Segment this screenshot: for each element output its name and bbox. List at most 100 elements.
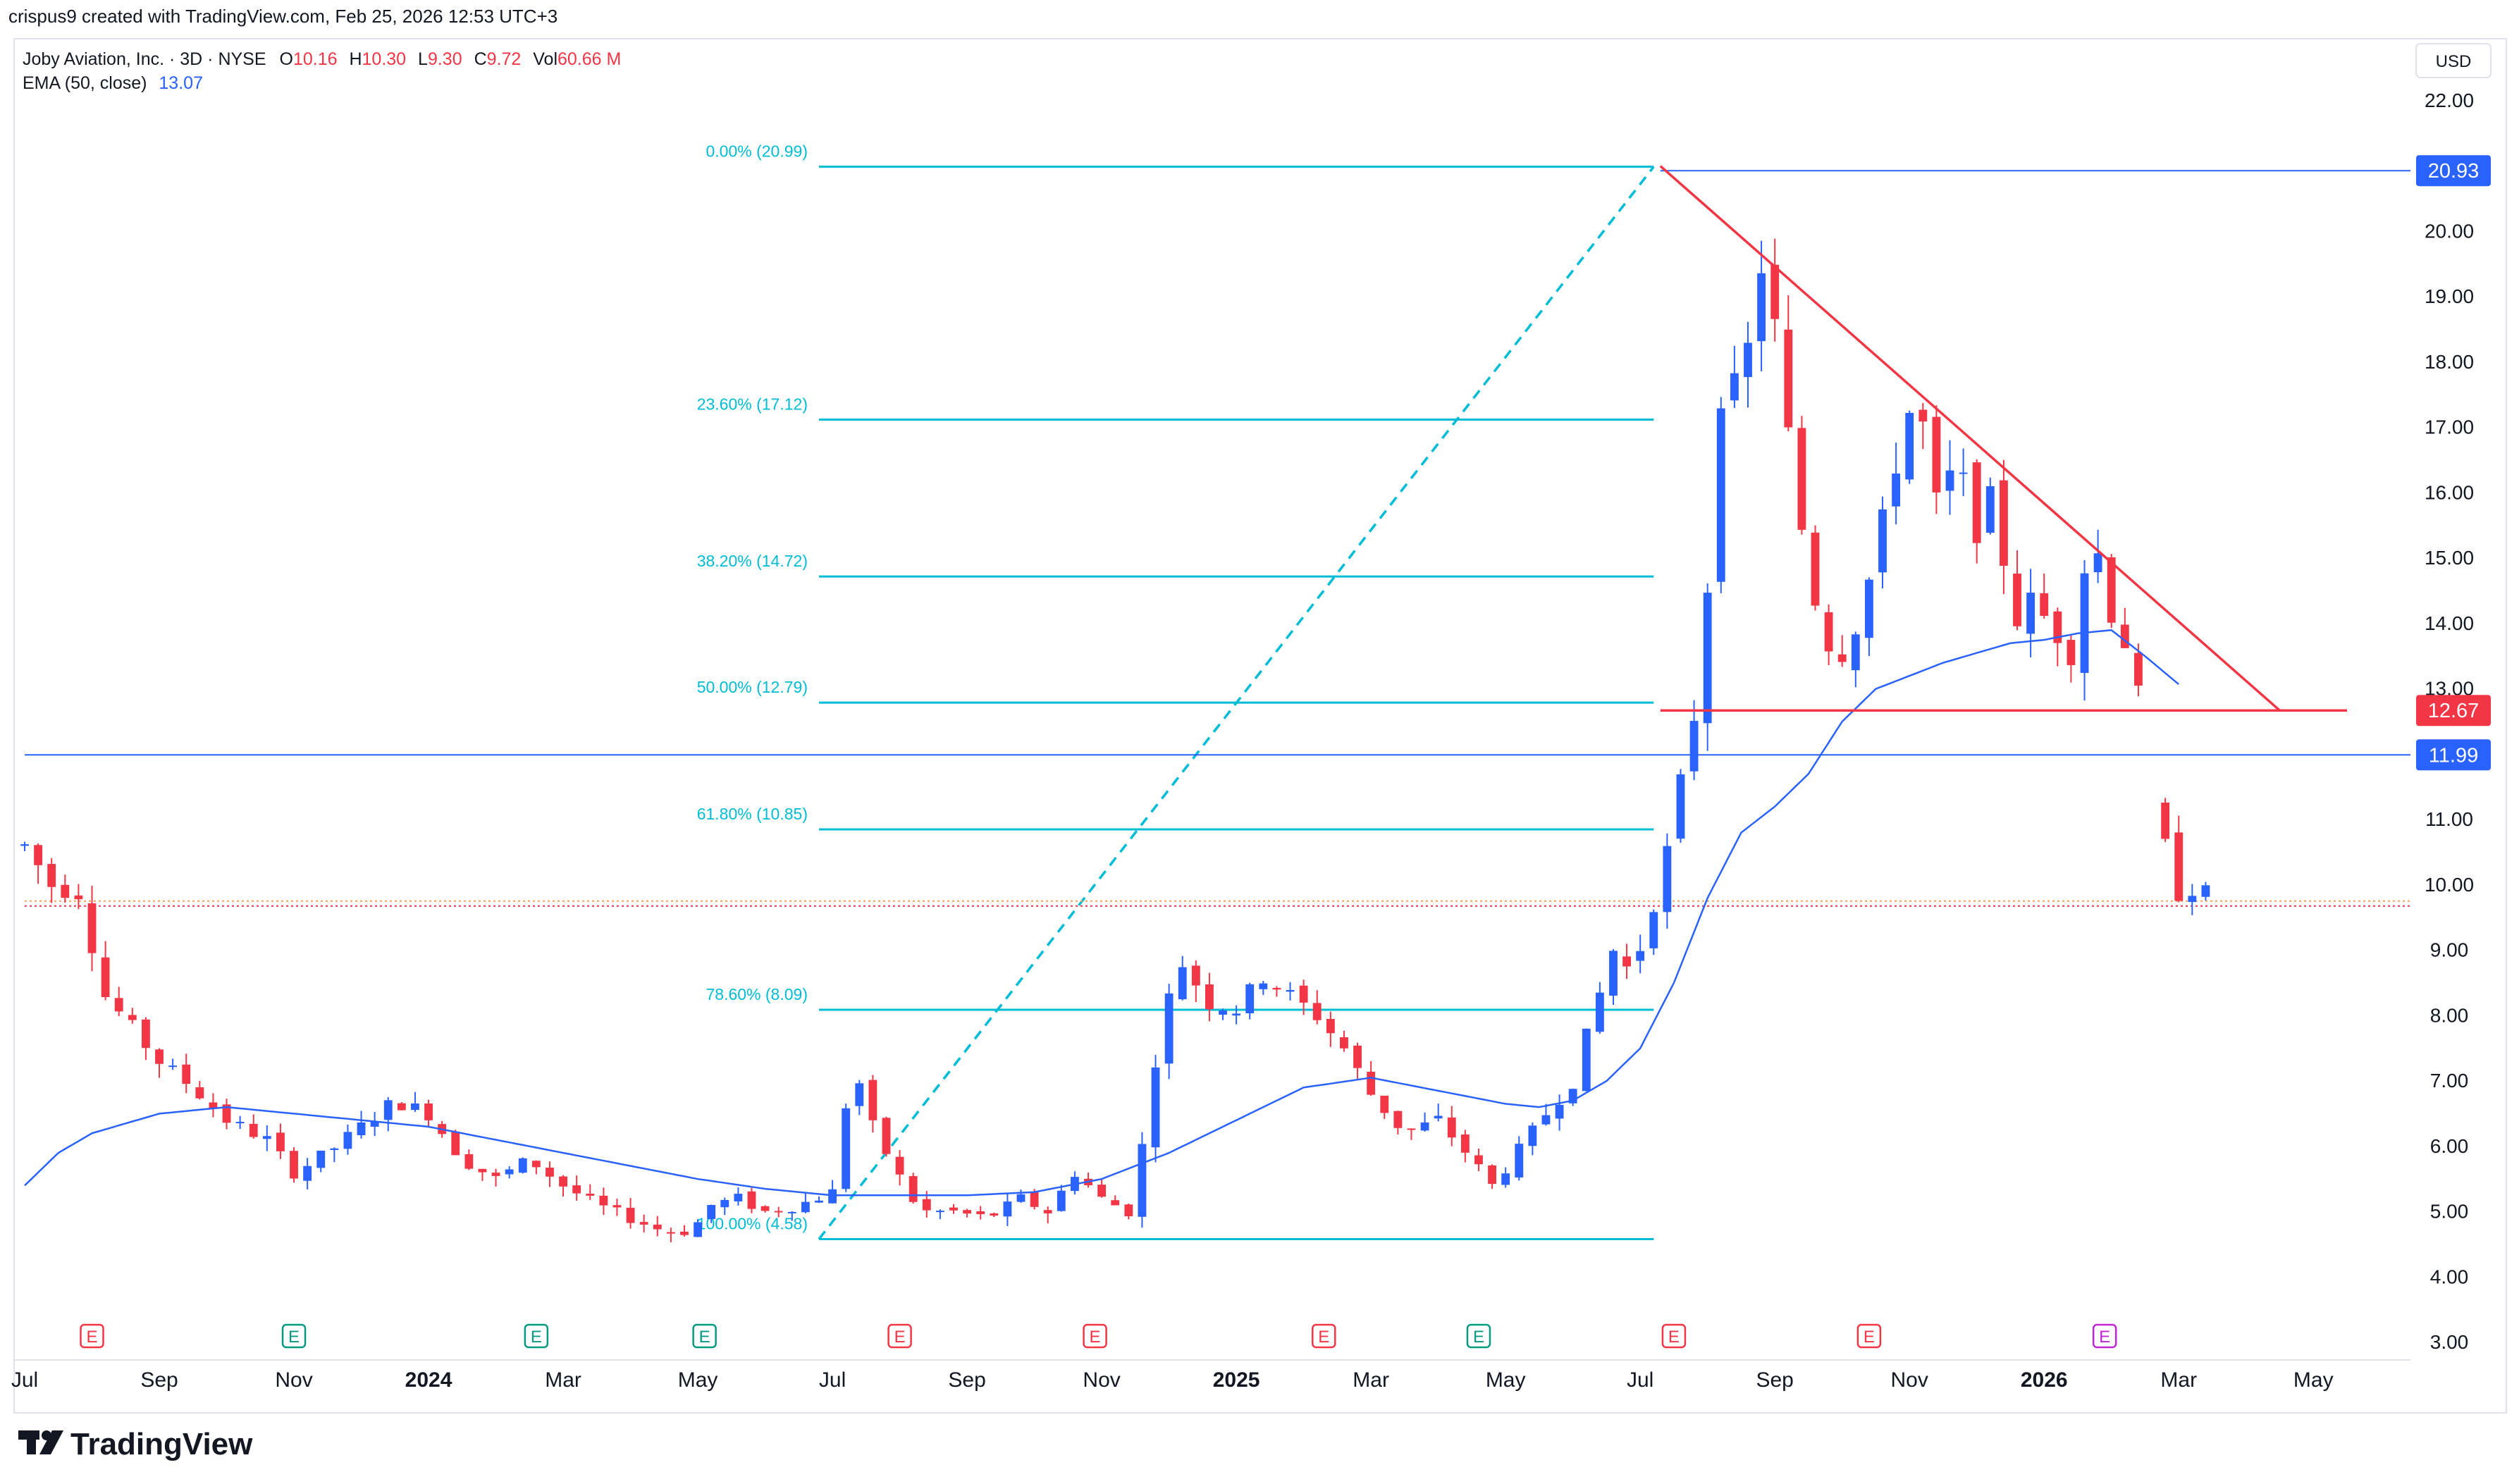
fibonacci-retracement[interactable]: 0.00% (20.99) 23.60% (17.12) 38.20% (14.72… bbox=[697, 142, 1655, 1240]
candle-body bbox=[935, 1211, 944, 1213]
fib-level-label: 23.60% (17.12) bbox=[697, 395, 808, 414]
earnings-marker-letter: E bbox=[1668, 1328, 1680, 1347]
time-tick-label: 2025 bbox=[1213, 1368, 1260, 1392]
candle-body bbox=[774, 1211, 783, 1213]
price-tick-label: 6.00 bbox=[2430, 1135, 2469, 1157]
candle-body bbox=[464, 1154, 474, 1169]
legend-ema-label: EMA (50, close) bbox=[23, 73, 147, 93]
candle-body bbox=[195, 1087, 204, 1099]
candle-body bbox=[1057, 1190, 1066, 1211]
time-tick-label: Jul bbox=[1627, 1368, 1653, 1392]
earnings-marker[interactable]: E bbox=[1083, 1323, 1107, 1349]
candle-body bbox=[895, 1156, 904, 1175]
candle-body bbox=[1784, 329, 1793, 428]
candle-body bbox=[1541, 1115, 1551, 1125]
candle-body bbox=[626, 1208, 635, 1223]
earnings-marker[interactable]: E bbox=[1466, 1323, 1491, 1349]
candle-body bbox=[1245, 984, 1255, 1013]
earnings-marker[interactable]: E bbox=[1856, 1323, 1882, 1349]
candle-body bbox=[424, 1103, 433, 1120]
time-tick-label: Mar bbox=[1353, 1368, 1389, 1392]
fib-trend-line[interactable] bbox=[818, 166, 1655, 1240]
candle-body bbox=[1757, 273, 1766, 342]
candle-body bbox=[1932, 416, 1941, 493]
legend: Joby Aviation, Inc. · 3D · NYSE O10.16 H… bbox=[23, 49, 621, 93]
candle-body bbox=[397, 1103, 406, 1111]
candle-body bbox=[491, 1173, 500, 1176]
candle-body bbox=[128, 1015, 137, 1020]
candle-body bbox=[1393, 1111, 1403, 1128]
legend-close-label: C bbox=[474, 49, 487, 69]
price-label-badge: 20.93 bbox=[2416, 155, 2491, 187]
candle-body bbox=[1286, 989, 1295, 992]
candle-body bbox=[666, 1232, 675, 1234]
candle-body bbox=[1353, 1045, 1362, 1068]
currency-button[interactable]: USD bbox=[2415, 43, 2492, 78]
earnings-marker[interactable]: E bbox=[524, 1323, 549, 1349]
fib-level-label: 78.60% (8.09) bbox=[706, 985, 808, 1003]
earnings-marker[interactable]: E bbox=[1312, 1323, 1336, 1349]
earnings-marker[interactable]: E bbox=[887, 1323, 912, 1349]
candle-body bbox=[34, 845, 43, 865]
candle-body bbox=[559, 1176, 567, 1187]
candlesticks bbox=[20, 238, 2210, 1242]
candle-body bbox=[572, 1185, 581, 1194]
candle-body bbox=[855, 1083, 864, 1106]
candle-body bbox=[1003, 1201, 1012, 1217]
price-tick-label: 18.00 bbox=[2425, 351, 2474, 373]
candle-body bbox=[976, 1211, 985, 1215]
candle-body bbox=[1609, 951, 1618, 996]
candle-body bbox=[1151, 1067, 1160, 1148]
candle-body bbox=[653, 1224, 662, 1230]
earnings-marker[interactable]: E bbox=[80, 1323, 104, 1349]
price-tick-label: 10.00 bbox=[2425, 874, 2474, 896]
author-line: crispus9 created with TradingView.com, F… bbox=[8, 6, 558, 27]
time-axis[interactable]: Jul Sep Nov 2024 Mar May Jul Sep Nov 2025 Mar May Ju… bbox=[11, 1368, 2334, 1392]
earnings-marker[interactable]: E bbox=[2092, 1323, 2117, 1349]
time-tick-label: Mar bbox=[545, 1368, 581, 1392]
candle-body bbox=[1582, 1028, 1591, 1092]
legend-vol: 60.66 M bbox=[558, 49, 621, 69]
candle-body bbox=[1501, 1173, 1510, 1185]
price-axis[interactable]: 22.00 20.00 19.00 18.00 17.00 16.00 15.00 14.00… bbox=[2416, 89, 2491, 1353]
candle-body bbox=[20, 844, 29, 846]
svg-text:EMA (50, close) 13.07: EMA (50, close) 13.07 bbox=[23, 73, 203, 93]
legend-vol-label: Vol bbox=[533, 49, 558, 69]
candle-body bbox=[1837, 654, 1847, 662]
candle-body bbox=[801, 1201, 810, 1213]
candle-body bbox=[1232, 1013, 1241, 1016]
candle-body bbox=[1689, 721, 1699, 772]
candle-body bbox=[1312, 1003, 1322, 1020]
candle-body bbox=[599, 1195, 608, 1206]
tradingview-logo[interactable]: TradingView bbox=[18, 1427, 253, 1461]
earnings-marker-letter: E bbox=[1090, 1328, 1101, 1347]
candle-body bbox=[963, 1210, 972, 1214]
earnings-marker[interactable]: E bbox=[281, 1323, 307, 1349]
candle-body bbox=[1205, 984, 1214, 1010]
candle-body bbox=[2093, 553, 2102, 573]
earnings-marker-letter: E bbox=[1473, 1328, 1484, 1347]
candle-body bbox=[1434, 1115, 1443, 1119]
horizontal-lines[interactable] bbox=[25, 170, 2410, 907]
candle-body bbox=[1744, 342, 1752, 378]
earnings-marker[interactable]: E bbox=[1661, 1323, 1687, 1349]
candle-body bbox=[909, 1176, 918, 1202]
earnings-marker-letter: E bbox=[86, 1328, 97, 1347]
candle-body bbox=[262, 1136, 271, 1139]
earnings-marker[interactable]: E bbox=[692, 1323, 717, 1349]
ema-line bbox=[24, 629, 2179, 1197]
candle-body bbox=[1730, 373, 1739, 401]
price-tick-label: 22.00 bbox=[2425, 89, 2474, 111]
candle-body bbox=[1326, 1019, 1335, 1034]
candle-body bbox=[2067, 640, 2076, 665]
legend-ema-value: 13.07 bbox=[159, 73, 203, 93]
trendlines[interactable] bbox=[1659, 165, 2347, 712]
legend-low-label: L bbox=[418, 49, 428, 69]
candle-body bbox=[1905, 412, 1914, 480]
candle-body bbox=[720, 1199, 729, 1208]
chart-border bbox=[13, 38, 2507, 1414]
trendline-descending-resistance[interactable] bbox=[1659, 165, 2281, 712]
candle-body bbox=[1488, 1165, 1496, 1185]
